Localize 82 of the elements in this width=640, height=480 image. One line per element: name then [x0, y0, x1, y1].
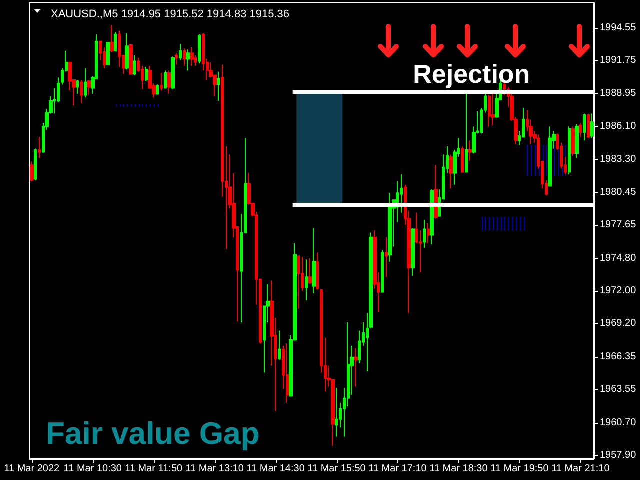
- x-tick-label: 11 Mar 14:30: [246, 464, 306, 474]
- candlestick: [308, 258, 312, 284]
- candlestick: [430, 189, 434, 245]
- candlestick: [579, 122, 582, 138]
- y-tick-label: 1980.45: [600, 187, 637, 198]
- candlestick: [186, 49, 190, 72]
- candlestick: [190, 46, 194, 66]
- x-tick-label: 11 Mar 2022: [4, 464, 60, 474]
- candlestick: [156, 84, 159, 94]
- candlestick: [106, 42, 110, 66]
- candlestick: [427, 222, 430, 244]
- y-tick-label: 1963.55: [600, 384, 637, 396]
- y-tick-label: 1960.70: [600, 417, 637, 428]
- candlestick: [575, 124, 579, 159]
- candlestick: [125, 32, 129, 70]
- candlestick: [587, 113, 590, 139]
- candlestick: [381, 250, 384, 293]
- annotation: Fair value Gap: [46, 416, 260, 452]
- candlestick: [568, 126, 571, 175]
- candlestick: [286, 343, 289, 404]
- candlestick: [129, 43, 133, 75]
- y-tick-label: 1994.55: [600, 22, 637, 34]
- candlestick: [423, 219, 426, 248]
- candlestick: [87, 79, 91, 96]
- y-tick-label: 1986.10: [600, 121, 637, 132]
- y-tick-label: 1957.90: [600, 450, 637, 461]
- candlestick: [198, 34, 201, 64]
- candlestick: [468, 140, 472, 161]
- candlestick: [164, 70, 167, 89]
- text: XAUUSD.,M5 1914.95 1915.52 1914.83 1915.36: [51, 8, 290, 20]
- candlestick: [571, 126, 575, 156]
- candlestick: [160, 72, 163, 91]
- candlestick: [145, 66, 148, 82]
- candlestick: [491, 93, 495, 126]
- x-tick-label: 11 Mar 10:30: [64, 464, 122, 474]
- candlestick: [110, 24, 114, 52]
- candlestick: [411, 228, 415, 276]
- candlestick: [278, 330, 281, 360]
- candlestick: [80, 79, 83, 104]
- candlestick: [335, 387, 338, 438]
- y-tick-label: 1983.30: [600, 154, 637, 165]
- x-tick-label: 11 Mar 13:10: [186, 464, 244, 474]
- y-tick-label: 1969.20: [600, 318, 637, 330]
- candlestick: [449, 154, 453, 189]
- y-tick-label: 1977.65: [600, 220, 637, 231]
- y-tick-label: 1972.00: [600, 286, 637, 297]
- y-tick-label: 1988.95: [600, 88, 637, 99]
- candlestick: [583, 113, 586, 142]
- x-tick-label: 11 Mar 19:50: [490, 464, 550, 474]
- candlestick: [183, 48, 186, 66]
- candlestick: [179, 43, 182, 61]
- y-tick-label: 1966.35: [600, 351, 637, 362]
- candlestick: [354, 348, 358, 388]
- candlestick: [167, 70, 171, 94]
- candlestick: [34, 148, 37, 181]
- x-tick-label: 11 Mar 18:30: [430, 464, 488, 474]
- candlestick: [114, 32, 117, 52]
- candlestick: [133, 54, 136, 76]
- candlestick: [388, 192, 392, 262]
- candlestick: [316, 252, 319, 290]
- candlestick: [30, 161, 34, 182]
- annotation: Rejection: [413, 59, 530, 90]
- candlestick: [465, 93, 468, 173]
- candlestick: [175, 52, 178, 66]
- x-tick-label: 11 Mar 17:10: [368, 464, 428, 474]
- candlestick: [84, 68, 87, 98]
- candlestick: [38, 136, 41, 159]
- y-tick-label: 1974.80: [600, 252, 637, 264]
- candlestick: [171, 56, 175, 90]
- x-tick-label: 11 Mar 21:10: [552, 464, 610, 474]
- y-tick-label: 1991.75: [600, 55, 637, 66]
- candlestick: [312, 228, 316, 294]
- candlestick: [590, 113, 594, 139]
- candlestick: [297, 256, 300, 310]
- x-tick-label: 11 Mar 15:50: [308, 464, 366, 474]
- candlestick: [385, 236, 388, 278]
- candlestick: [488, 94, 491, 128]
- candlestick: [217, 71, 220, 102]
- x-tick-label: 11 Mar 11:50: [125, 464, 184, 474]
- candlestick: [461, 146, 464, 173]
- candlestick: [76, 79, 79, 94]
- candlestick: [305, 259, 308, 301]
